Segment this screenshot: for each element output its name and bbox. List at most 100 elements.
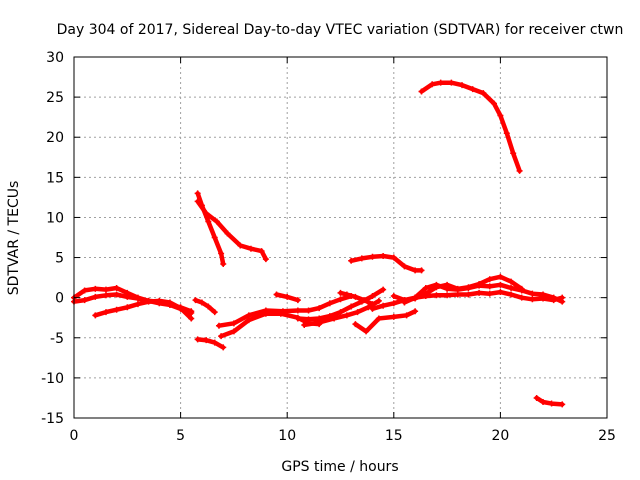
y-tick-label: -5 bbox=[50, 331, 64, 347]
series-line bbox=[93, 298, 194, 321]
data-point bbox=[497, 281, 504, 288]
x-tick-label: 0 bbox=[70, 428, 79, 444]
data-point bbox=[124, 293, 131, 300]
grid bbox=[74, 57, 607, 418]
data-point bbox=[262, 310, 269, 317]
data-point bbox=[92, 285, 99, 292]
series-arc-14 bbox=[348, 252, 425, 274]
data-point bbox=[508, 291, 515, 298]
data-point bbox=[559, 298, 566, 305]
data-point bbox=[497, 289, 504, 296]
data-point bbox=[510, 150, 517, 157]
series-arc-3 bbox=[92, 297, 195, 322]
series-arc-18 bbox=[401, 281, 566, 306]
data-point bbox=[360, 297, 367, 304]
data-point bbox=[518, 287, 525, 294]
data-point bbox=[548, 400, 555, 407]
data-point bbox=[403, 312, 410, 319]
y-tick-label: 0 bbox=[55, 291, 64, 307]
x-tick-label: 15 bbox=[385, 428, 403, 444]
data-point bbox=[459, 82, 466, 89]
data-point bbox=[113, 285, 120, 292]
data-point bbox=[220, 344, 227, 351]
data-point bbox=[418, 267, 425, 274]
data-point bbox=[194, 198, 201, 205]
data-point bbox=[365, 304, 372, 311]
data-point bbox=[331, 315, 338, 322]
data-point bbox=[497, 112, 504, 119]
data-point bbox=[305, 316, 312, 323]
data-point bbox=[194, 190, 201, 197]
data-point bbox=[134, 301, 141, 308]
data-point bbox=[369, 305, 376, 312]
data-point bbox=[81, 287, 88, 294]
data-point bbox=[213, 218, 220, 225]
y-tick-label: 5 bbox=[55, 251, 64, 267]
data-point bbox=[316, 305, 323, 312]
data-point bbox=[418, 88, 425, 95]
data-point bbox=[454, 286, 461, 293]
data-point bbox=[273, 291, 280, 298]
data-point bbox=[486, 283, 493, 290]
data-point bbox=[237, 242, 244, 249]
data-point bbox=[348, 303, 355, 310]
data-point bbox=[166, 299, 173, 306]
data-point bbox=[218, 250, 225, 257]
data-point bbox=[529, 290, 536, 297]
data-point bbox=[220, 260, 227, 267]
data-point bbox=[412, 267, 419, 274]
data-point bbox=[508, 278, 515, 285]
data-point bbox=[390, 254, 397, 261]
data-point bbox=[516, 167, 523, 174]
data-point bbox=[508, 285, 515, 292]
data-point bbox=[211, 309, 218, 316]
data-point bbox=[348, 257, 355, 264]
data-point bbox=[203, 210, 210, 217]
data-point bbox=[465, 285, 472, 292]
data-point bbox=[540, 398, 547, 405]
data-point bbox=[497, 273, 504, 280]
data-point bbox=[352, 293, 359, 300]
data-point bbox=[81, 297, 88, 304]
data-point bbox=[205, 218, 212, 225]
data-point bbox=[203, 337, 210, 344]
data-point bbox=[518, 294, 525, 301]
data-point bbox=[437, 79, 444, 86]
data-point bbox=[305, 307, 312, 314]
series-arc-20 bbox=[533, 394, 566, 408]
data-point bbox=[294, 307, 301, 314]
series-arc-12 bbox=[301, 297, 382, 328]
data-point bbox=[301, 321, 308, 328]
data-point bbox=[412, 294, 419, 301]
data-point bbox=[294, 297, 301, 304]
data-point bbox=[390, 300, 397, 307]
y-tick-label: 15 bbox=[46, 170, 64, 186]
data-point bbox=[337, 289, 344, 296]
data-point bbox=[486, 290, 493, 297]
data-point bbox=[262, 256, 269, 263]
chart-title: Day 304 of 2017, Sidereal Day-to-day VTE… bbox=[57, 22, 624, 38]
data-point bbox=[188, 309, 195, 316]
data-point bbox=[401, 299, 408, 306]
x-tick-label: 25 bbox=[598, 428, 616, 444]
data-point bbox=[198, 299, 205, 306]
data-point bbox=[354, 309, 361, 316]
data-point bbox=[540, 291, 547, 298]
data-point bbox=[247, 245, 254, 252]
x-tick-label: 5 bbox=[176, 428, 185, 444]
data-point bbox=[476, 282, 483, 289]
data-point bbox=[503, 130, 510, 137]
data-point bbox=[294, 315, 301, 322]
data-point bbox=[277, 310, 284, 317]
data-point bbox=[380, 252, 387, 259]
series-line bbox=[402, 282, 565, 305]
data-point bbox=[156, 297, 163, 304]
data-point bbox=[211, 234, 218, 241]
data-point bbox=[258, 248, 265, 255]
data-point bbox=[422, 285, 429, 292]
y-tick-label: 25 bbox=[46, 90, 64, 106]
data-point bbox=[550, 294, 557, 301]
data-point bbox=[476, 289, 483, 296]
data-point bbox=[533, 394, 540, 401]
x-axis-label: GPS time / hours bbox=[281, 459, 398, 475]
